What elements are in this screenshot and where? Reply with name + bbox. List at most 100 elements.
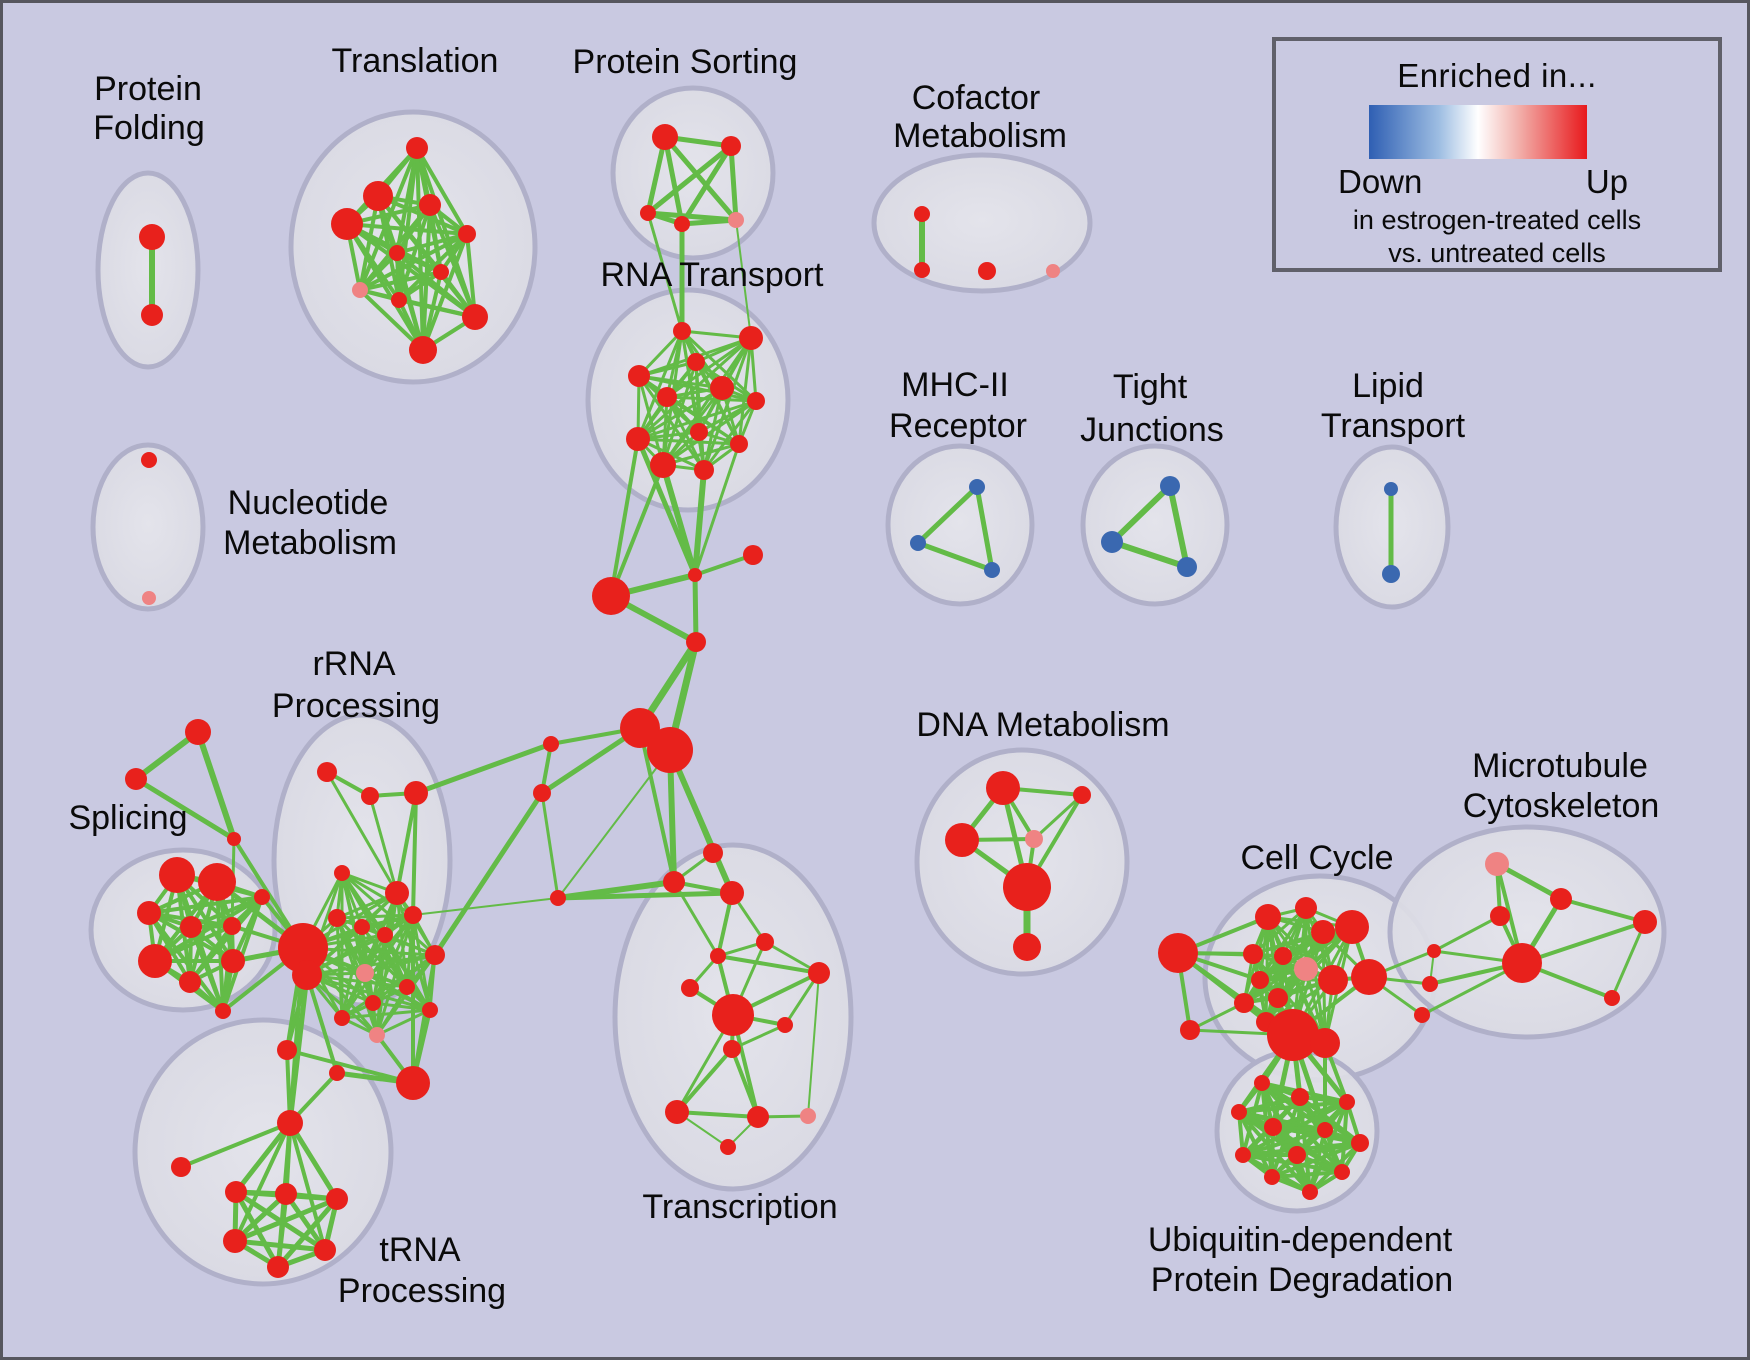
gene-set-node-sp1 — [159, 857, 195, 893]
gene-set-node-u2 — [171, 1157, 191, 1177]
edge-rt10-rt11 — [661, 442, 741, 467]
gene-set-node-t11 — [409, 336, 437, 364]
cluster-ellipse-mhc-ii-receptor — [885, 443, 1035, 607]
edge-x12-x13 — [675, 1110, 760, 1119]
gene-set-node-k16 — [1267, 1009, 1319, 1061]
gene-set-node-k6 — [1335, 910, 1369, 944]
cluster-label-tight-junctions-line1: Tight — [1113, 368, 1188, 406]
gene-set-node-mm1 — [1427, 944, 1441, 958]
gene-set-node-t5 — [458, 225, 476, 243]
edge-rt5-rt7 — [665, 395, 758, 403]
legend-up-label: Up — [1585, 163, 1628, 200]
edge-tj2-tj3 — [1109, 539, 1190, 570]
cluster-label-microtubule-cytoskeleton-line2: Cytoskeleton — [1463, 787, 1660, 825]
legend-box: Enriched in... Down Up in estrogen-treat… — [1272, 37, 1722, 272]
gene-set-node-d4 — [1025, 830, 1043, 848]
gene-set-node-mm2 — [1422, 976, 1438, 992]
edge-tj1-tj2 — [1109, 483, 1173, 545]
gene-set-node-mh1 — [969, 479, 985, 495]
gene-set-node-t8 — [352, 282, 368, 298]
gene-set-node-q4 — [1231, 1104, 1247, 1120]
gene-set-node-tj1 — [1160, 476, 1180, 496]
gene-set-node-k1 — [1158, 933, 1198, 973]
legend-title: Enriched in... — [1397, 57, 1597, 94]
gene-set-node-sp10 — [215, 1003, 231, 1019]
gene-set-node-rp9 — [404, 906, 422, 924]
nodes — [125, 124, 1657, 1278]
edge-sp3-sp6 — [147, 895, 264, 915]
gene-set-node-cf1 — [914, 206, 930, 222]
edge-t5-t6 — [395, 232, 469, 255]
gene-set-node-s5 — [647, 727, 693, 773]
edge-t8-t11 — [358, 288, 425, 352]
cluster-label-ubiquitin-degradation-line2: Protein Degradation — [1151, 1261, 1453, 1299]
cluster-label-rrna-processing-line1: rRNA — [312, 645, 395, 683]
cluster-ellipse-tight-junctions — [1080, 443, 1230, 607]
edge-rp18-h2 — [305, 973, 339, 1075]
gene-set-node-s6 — [543, 736, 559, 752]
gene-set-node-sp4 — [180, 916, 202, 938]
edge-u8-u9 — [232, 1196, 340, 1244]
edge-rp3-rp5 — [395, 791, 418, 895]
edge-rt1-rt9 — [636, 329, 684, 441]
gene-set-node-rp13 — [365, 995, 381, 1011]
gene-set-node-x1 — [703, 843, 723, 863]
gene-set-node-rp7 — [354, 919, 370, 935]
gene-set-node-k12 — [1268, 988, 1288, 1008]
edge-t7-t8 — [358, 270, 443, 292]
edge-t6-t8 — [358, 251, 399, 292]
gene-set-node-rp3 — [404, 781, 428, 805]
gene-set-node-q9 — [1351, 1134, 1369, 1152]
edge-u1-u2 — [179, 1121, 292, 1169]
edge-m2-m8 — [1559, 897, 1647, 924]
gene-set-node-k14 — [1351, 959, 1387, 995]
cluster-label-protein-sorting-line1: Protein Sorting — [573, 43, 798, 81]
gene-set-node-rt5 — [657, 387, 677, 407]
gene-set-node-q1 — [1254, 1075, 1270, 1091]
edge-x4-x3 — [555, 890, 735, 901]
gene-set-node-nm1 — [141, 452, 157, 468]
gene-set-node-t9 — [391, 292, 407, 308]
edge-mh1-mh2 — [915, 484, 980, 546]
edge-ps4-ps5 — [679, 217, 739, 227]
gene-set-node-x7 — [681, 979, 699, 997]
gene-set-node-u8 — [326, 1188, 348, 1210]
edge-rt4-rt7 — [637, 374, 758, 403]
edge-u1-u10 — [288, 1121, 327, 1252]
edge-rp17-rp19 — [285, 1048, 415, 1085]
gene-set-node-ps2 — [721, 136, 741, 156]
gene-set-node-x12 — [665, 1100, 689, 1124]
gene-set-node-rp17 — [277, 1040, 297, 1060]
gene-set-node-rt8 — [690, 423, 708, 441]
edge-u7-u11 — [275, 1191, 289, 1270]
gene-set-node-ps1 — [652, 124, 678, 150]
gene-set-node-m4 — [1502, 943, 1542, 983]
edge-rt4-rt12 — [637, 374, 706, 472]
gene-set-node-pf1 — [139, 224, 165, 250]
edge-rp14-rp16 — [375, 1008, 432, 1037]
gene-set-node-tj3 — [1177, 557, 1197, 577]
edge-m4-m8 — [1520, 920, 1647, 965]
gene-set-node-s2 — [743, 545, 763, 565]
gene-set-node-k13 — [1234, 993, 1254, 1013]
gene-set-node-q6 — [1317, 1122, 1333, 1138]
gene-set-node-rp18 — [329, 1065, 345, 1081]
edge-q7-q11 — [1241, 1153, 1344, 1174]
gene-set-node-u1 — [277, 1110, 303, 1136]
gene-set-node-x9 — [712, 994, 754, 1036]
gene-set-node-ps4 — [674, 216, 690, 232]
edge-t1-t8 — [358, 146, 419, 292]
gene-set-node-u7 — [275, 1183, 297, 1205]
gene-set-node-t10 — [462, 304, 488, 330]
gene-set-node-t7 — [433, 264, 449, 280]
cluster-label-trna-processing-line1: tRNA — [379, 1231, 461, 1269]
edge-q6-q7 — [1241, 1128, 1327, 1157]
edge-s7-x4 — [540, 791, 560, 900]
edge-u1-u9 — [233, 1121, 292, 1243]
gene-set-node-rt7 — [747, 392, 765, 410]
edge-rp9-rp15 — [340, 913, 415, 1020]
gene-set-node-rp10 — [425, 945, 445, 965]
gene-set-node-k7 — [1243, 944, 1263, 964]
gene-set-node-x4 — [550, 890, 566, 906]
